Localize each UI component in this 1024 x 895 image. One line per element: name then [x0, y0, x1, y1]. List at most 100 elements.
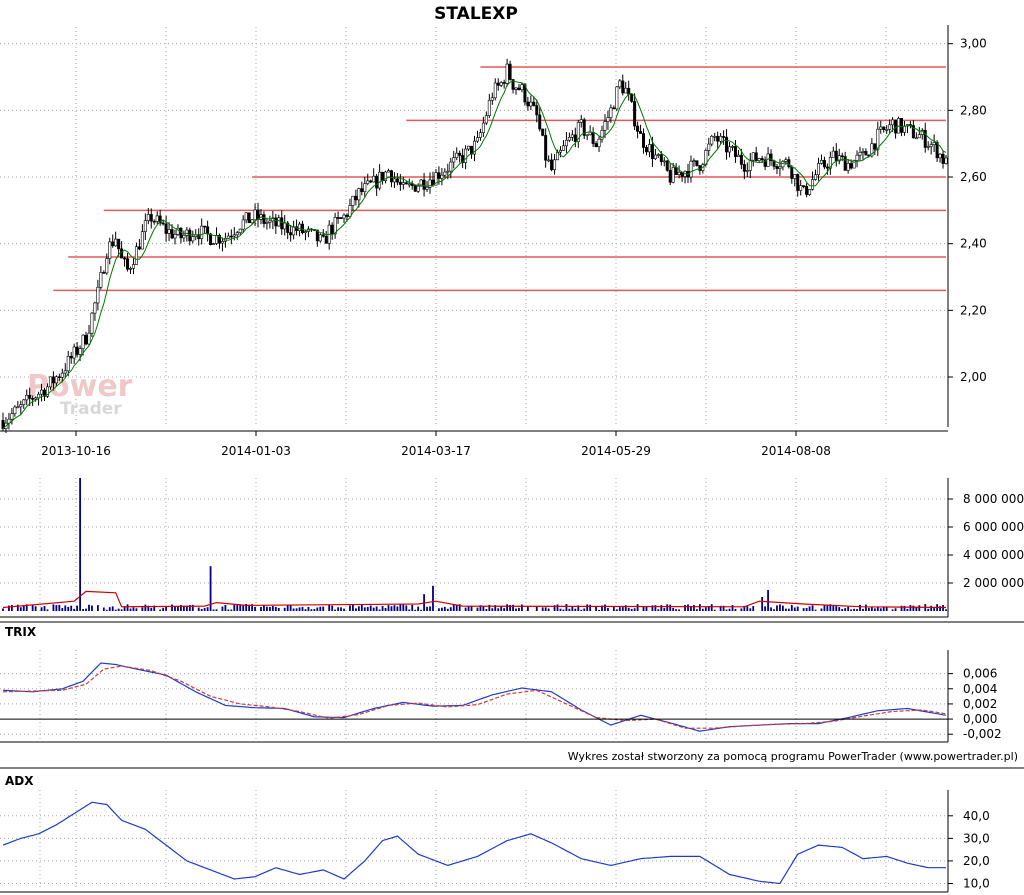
volume-bar — [820, 608, 823, 611]
volume-bar — [381, 605, 384, 611]
volume-bar — [782, 605, 784, 611]
volume-bar — [503, 608, 506, 611]
candle-body — [902, 125, 906, 133]
candle-body — [19, 404, 23, 408]
candle-body — [129, 267, 133, 270]
volume-bar — [506, 604, 509, 611]
volume-bar — [334, 609, 337, 611]
candle-body — [911, 125, 915, 139]
volume-bar — [248, 604, 251, 611]
volume-bar — [375, 606, 378, 611]
candle-body — [769, 153, 773, 161]
candle-body — [481, 122, 485, 133]
candle-body — [647, 144, 651, 153]
volume-bar — [254, 606, 256, 611]
candle-body — [825, 166, 829, 169]
adx-line — [2, 801, 946, 885]
candle-body — [60, 372, 64, 378]
candle-body — [467, 145, 471, 150]
candle-body — [345, 214, 349, 217]
candle-body — [354, 195, 358, 201]
volume-bar — [242, 605, 245, 611]
candle-body — [870, 143, 874, 157]
volume-bar — [129, 608, 132, 611]
candle-body — [932, 142, 936, 146]
candle-body — [891, 119, 895, 126]
candle-body — [464, 148, 468, 163]
candle-body — [333, 217, 337, 235]
volume-bar — [630, 608, 633, 611]
volume-bar — [96, 605, 99, 611]
candle-body — [597, 138, 601, 148]
candle-body — [360, 188, 364, 192]
candle-body — [66, 355, 70, 372]
candle-body — [511, 79, 515, 90]
volume-bar — [141, 607, 144, 611]
candle-body — [624, 87, 628, 94]
volume-bar — [414, 609, 417, 611]
candle-body — [822, 160, 826, 168]
candle-body — [13, 406, 17, 414]
candle-body — [84, 334, 88, 345]
candle-body — [398, 181, 402, 185]
candle-body — [472, 140, 476, 155]
volume-bar — [467, 606, 470, 611]
volume-bar — [408, 609, 411, 611]
candle-body — [274, 217, 278, 227]
candle-body — [837, 155, 841, 162]
volume-bar — [879, 608, 882, 611]
volume-bar — [40, 607, 43, 611]
candle-body — [873, 143, 877, 150]
volume-bar — [420, 609, 423, 611]
volume-bar — [764, 606, 767, 611]
volume-bar — [515, 608, 517, 611]
candle-body — [692, 160, 696, 162]
candle-body — [286, 222, 290, 233]
volume-bar — [233, 604, 236, 611]
volume-bar — [55, 605, 58, 611]
candle-body — [185, 229, 189, 236]
volume-bar — [678, 609, 681, 611]
volume-bar — [8, 605, 10, 611]
candle-body — [401, 182, 405, 185]
candle-body — [650, 144, 654, 160]
candle-body — [37, 393, 41, 399]
trix-label: TRIX — [5, 625, 37, 639]
candle-body — [226, 235, 230, 239]
candle-body — [834, 150, 838, 162]
candle-body — [434, 172, 438, 186]
candle-body — [289, 232, 293, 236]
volume-bar — [108, 607, 111, 611]
volume-bar — [85, 608, 87, 611]
volume-bar — [159, 609, 162, 611]
candle-body — [363, 183, 367, 192]
volume-bar — [402, 604, 405, 611]
candle-body — [733, 146, 737, 157]
volume-bar — [43, 606, 46, 611]
candle-body — [728, 146, 732, 153]
volume-bar — [52, 604, 55, 611]
volume-bar — [698, 604, 701, 611]
candle-body — [93, 302, 97, 314]
volume-bar — [601, 605, 603, 611]
volume-bar — [607, 607, 609, 611]
volume-bar — [298, 607, 301, 611]
candle-body — [203, 225, 207, 228]
candle-body — [671, 167, 675, 183]
indicator-line-primary — [2, 801, 946, 885]
candle-body — [475, 137, 479, 142]
volume-bar — [927, 608, 930, 611]
volume-bar — [307, 606, 310, 611]
volume-bar — [328, 604, 331, 611]
candle-body — [858, 152, 862, 156]
candle-body — [277, 217, 281, 227]
candle-body — [600, 129, 604, 140]
volume-bar — [666, 604, 669, 611]
candle-body — [520, 84, 524, 91]
volume-bar — [633, 608, 636, 611]
candle-body — [478, 132, 482, 138]
candle-body — [722, 136, 726, 138]
candle-body — [914, 137, 918, 140]
candle-body — [69, 355, 73, 359]
candle-body — [808, 189, 812, 195]
